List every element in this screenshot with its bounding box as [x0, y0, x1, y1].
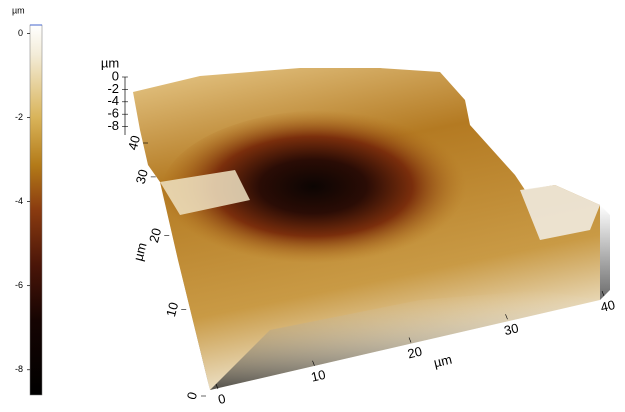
- y-tick-label: 40: [125, 134, 143, 152]
- colorbar-tick-label: -6: [15, 280, 23, 290]
- x-tick-label: 10: [310, 367, 327, 385]
- x-tick-label: 30: [503, 320, 520, 338]
- x-tick-label: 0: [217, 391, 227, 407]
- z-tick-label: -8: [107, 118, 119, 133]
- x-tick-label: 40: [599, 297, 616, 315]
- y-tick-label: 0: [184, 390, 200, 401]
- y-axis-label: µm: [130, 241, 149, 263]
- colorbar-tick-label: -2: [15, 112, 23, 122]
- z-axis-label: µm: [101, 55, 119, 70]
- y-tick-label: 10: [163, 301, 181, 319]
- y-tick-label: 30: [133, 168, 151, 186]
- colorbar-tick-label: -8: [15, 364, 23, 374]
- x-axis-label: µm: [432, 352, 453, 371]
- colorbar-tick-label: -4: [15, 196, 23, 206]
- right-wall: [600, 205, 610, 300]
- chart: µm 0-2-4-6-8010203040µm010203040µm0-2-4-…: [0, 0, 625, 412]
- colorbar-unit: µm: [12, 5, 25, 15]
- colorbar-tick-label: 0: [18, 28, 23, 38]
- colorbar: [30, 25, 42, 395]
- x-tick-label: 20: [406, 344, 423, 362]
- y-tick-label: 20: [146, 226, 164, 244]
